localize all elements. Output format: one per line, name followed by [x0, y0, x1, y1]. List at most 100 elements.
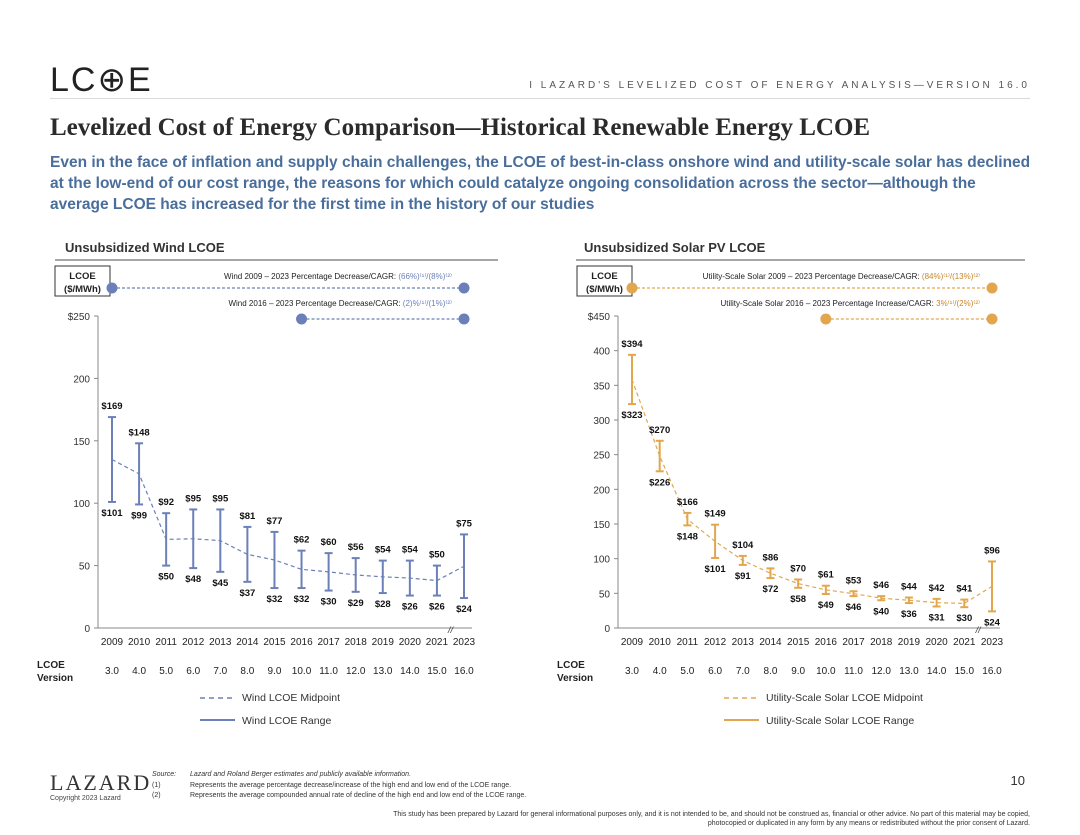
ylabel-line-2: ($/MWh)	[64, 284, 101, 295]
x-tick-label: 2023	[453, 637, 476, 648]
version-label: 10.0	[816, 666, 836, 677]
low-label: $45	[212, 578, 229, 589]
low-label: $32	[294, 594, 310, 605]
high-label: $46	[873, 580, 889, 591]
copyright: Copyright 2023 Lazard	[50, 795, 121, 802]
y-tick-label: 100	[73, 499, 90, 510]
high-label: $60	[321, 537, 337, 548]
x-tick-label: 2017	[317, 637, 340, 648]
version-label: 4.0	[653, 666, 667, 677]
version-label: 12.0	[346, 666, 366, 677]
high-label: $270	[649, 425, 670, 436]
low-label: $49	[818, 600, 834, 611]
x-tick-label: 2018	[870, 637, 893, 648]
version-row-label-2: Version	[557, 673, 593, 684]
x-tick-label: 2012	[704, 637, 727, 648]
version-label: 7.0	[736, 666, 750, 677]
low-label: $323	[621, 410, 642, 421]
version-label: 6.0	[186, 666, 200, 677]
version-label: 13.0	[373, 666, 393, 677]
high-label: $53	[846, 575, 862, 586]
y-tick-label: $250	[68, 312, 91, 323]
x-tick-label: 2021	[426, 637, 449, 648]
version-row-label-1: LCOE	[557, 660, 585, 671]
annotation-label: Utility-Scale Solar 2016 – 2023 Percenta…	[720, 299, 936, 308]
x-tick-label: 2009	[621, 637, 644, 648]
low-label: $99	[131, 510, 147, 521]
x-tick-label: 2010	[649, 637, 672, 648]
version-label: 16.0	[982, 666, 1002, 677]
midpoint-line	[111, 458, 465, 582]
page-number: 10	[1010, 773, 1025, 788]
low-label: $101	[101, 508, 123, 519]
y-tick-label: 100	[593, 555, 610, 566]
high-label: $96	[984, 545, 1000, 556]
ylabel-line-1: LCOE	[69, 271, 95, 282]
low-label: $32	[267, 594, 283, 605]
legend-label-midpoint: Utility-Scale Solar LCOE Midpoint	[766, 692, 923, 704]
low-label: $148	[677, 531, 698, 542]
x-tick-label: 2015	[787, 637, 810, 648]
annotation-dot-start	[820, 313, 832, 325]
version-label: 16.0	[454, 666, 474, 677]
x-tick-label: 2020	[399, 637, 422, 648]
version-label: 7.0	[213, 666, 227, 677]
y-tick-label: 150	[73, 437, 90, 448]
version-row-label-2: Version	[37, 673, 73, 684]
low-label: $28	[375, 599, 391, 610]
low-label: $26	[402, 602, 418, 613]
version-label: 9.0	[268, 666, 282, 677]
x-tick-label: 2021	[953, 637, 976, 648]
axis-break-marker: //	[447, 625, 455, 635]
version-label: 8.0	[764, 666, 778, 677]
y-tick-label: 150	[593, 520, 610, 531]
x-tick-label: 2009	[101, 637, 124, 648]
annotation-value: (2)%⁽¹⁾/(1%)⁽²⁾	[403, 299, 452, 308]
high-label: $92	[158, 497, 174, 508]
ylabel-box	[54, 265, 111, 297]
legend-label-midpoint: Wind LCOE Midpoint	[242, 692, 340, 704]
footnote-2-text: Represents the average compounded annual…	[190, 792, 527, 799]
disclaimer: This study has been prepared by Lazard f…	[393, 811, 1030, 827]
y-tick-label: 200	[73, 374, 90, 385]
annotation-text: Wind 2009 – 2023 Percentage Decrease/CAG…	[224, 272, 452, 281]
annotation-text: Wind 2016 – 2023 Percentage Decrease/CAG…	[228, 299, 452, 308]
x-tick-label: 2012	[182, 637, 205, 648]
x-tick-label: 2019	[898, 637, 921, 648]
low-label: $36	[901, 609, 917, 620]
wind-chart: Unsubsidized Wind LCOE LCOE ($/MWh) Wind 20…	[37, 240, 498, 727]
annotation-value: (84%)⁽¹⁾/(13%)⁽²⁾	[922, 272, 980, 281]
high-label: $166	[677, 497, 698, 508]
high-label: $44	[901, 581, 918, 592]
version-label: 11.0	[319, 666, 338, 677]
y-tick-label: 400	[593, 347, 610, 358]
high-label: $394	[621, 339, 643, 350]
high-label: $56	[348, 542, 364, 553]
high-label: $149	[705, 509, 726, 520]
ylabel-line-1: LCOE	[591, 271, 617, 282]
low-label: $50	[158, 572, 174, 583]
version-label: 15.0	[955, 666, 975, 677]
high-label: $61	[818, 570, 835, 581]
high-label: $50	[429, 550, 445, 561]
annotation-dot-start	[626, 282, 638, 294]
high-label: $70	[790, 563, 806, 574]
chart-title: Unsubsidized Solar PV LCOE	[584, 240, 766, 255]
high-label: $169	[101, 401, 122, 412]
y-tick-label: $450	[588, 312, 611, 323]
version-label: 4.0	[132, 666, 146, 677]
x-tick-label: 2010	[128, 637, 151, 648]
version-label: 12.0	[871, 666, 891, 677]
annotation-label: Wind 2009 – 2023 Percentage Decrease/CAG…	[224, 272, 398, 281]
version-label: 10.0	[292, 666, 312, 677]
midpoint-line	[631, 379, 993, 604]
annotation-label: Utility-Scale Solar 2009 – 2023 Percenta…	[703, 272, 922, 281]
high-label: $54	[375, 545, 392, 556]
x-tick-label: 2023	[981, 637, 1004, 648]
annotation-dot-end	[986, 313, 998, 325]
version-label: 8.0	[240, 666, 254, 677]
x-tick-label: 2014	[236, 637, 259, 648]
high-label: $62	[294, 535, 310, 546]
annotation-text: Utility-Scale Solar 2016 – 2023 Percenta…	[720, 299, 980, 308]
x-tick-label: 2018	[345, 637, 368, 648]
